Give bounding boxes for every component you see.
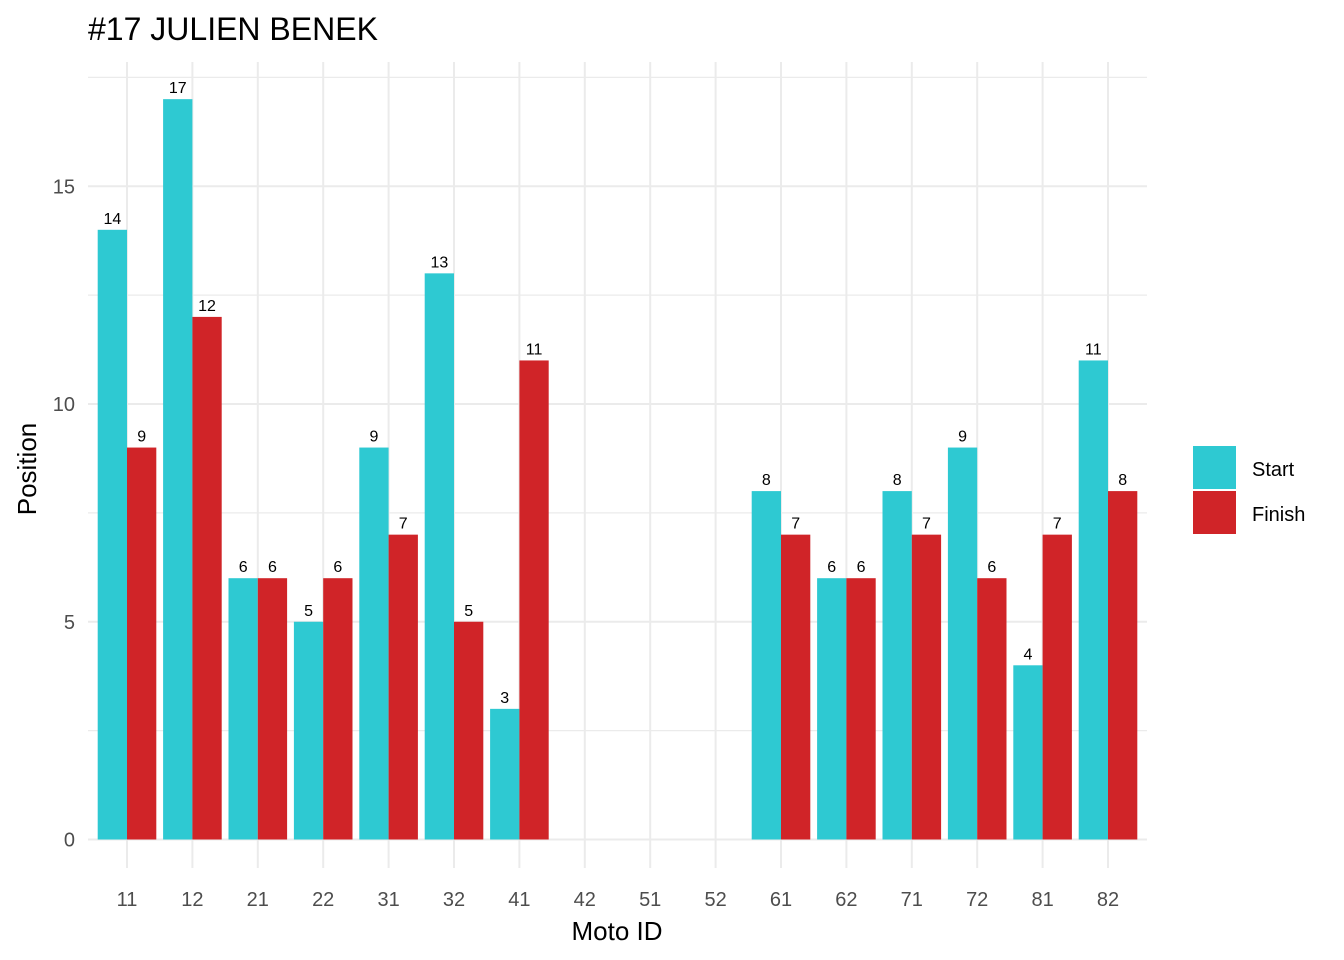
bar-start-moto-61 <box>751 491 781 840</box>
bar-finish-moto-71 <box>911 534 942 840</box>
legend-label-start: Start <box>1252 459 1295 481</box>
bar-finish-moto-22 <box>323 578 353 840</box>
data-label-start-moto-72: 9 <box>958 429 967 446</box>
data-label-start-moto-41: 3 <box>500 690 509 707</box>
data-label-finish-moto-61: 7 <box>791 516 800 533</box>
data-label-finish-moto-32: 5 <box>464 603 473 620</box>
bar-finish-moto-41 <box>519 360 549 840</box>
legend-key-finish <box>1193 491 1236 534</box>
x-tick-label: 11 <box>117 889 138 911</box>
bar-finish-moto-12 <box>192 316 222 840</box>
axis-layer: 0 5 10 15 11 12 21 22 31 32 41 42 51 52 61 62 71 72 81 82 <box>53 176 1119 911</box>
data-label-finish-moto-31: 7 <box>399 516 408 533</box>
bar-start-moto-11 <box>97 229 127 840</box>
bar-finish-moto-72 <box>977 578 1007 840</box>
data-label-start-moto-82: 11 <box>1085 341 1102 358</box>
data-label-finish-moto-22: 6 <box>333 559 342 576</box>
data-label-layer: 14 17 6 5 9 13 3 8 6 8 9 4 11 9 12 6 6 7 5 11 7 6 7 6 7 8 <box>103 80 1127 707</box>
x-tick-label: 32 <box>443 889 465 911</box>
bar-finish-moto-31 <box>388 534 418 840</box>
data-label-start-moto-71: 8 <box>893 472 902 489</box>
data-label-start-moto-12: 17 <box>169 80 187 97</box>
data-label-start-moto-32: 13 <box>430 254 448 271</box>
data-label-start-moto-61: 8 <box>762 472 771 489</box>
legend: Start Finish <box>1193 446 1305 534</box>
y-tick-label: 10 <box>53 394 75 416</box>
bar-start-moto-41 <box>490 708 520 840</box>
bar-start-moto-71 <box>882 491 912 840</box>
x-tick-label: 51 <box>639 889 661 911</box>
bar-start-moto-12 <box>163 99 193 840</box>
bar-start-moto-82 <box>1078 360 1108 840</box>
data-label-finish-moto-62: 6 <box>857 559 866 576</box>
bar-finish-moto-82 <box>1108 491 1138 840</box>
data-label-finish-moto-71: 7 <box>922 516 931 533</box>
bar-start-moto-31 <box>359 447 389 840</box>
bar-finish-moto-11 <box>127 447 157 840</box>
bar-finish-moto-32 <box>454 621 484 840</box>
x-axis-title: Moto ID <box>571 916 662 946</box>
x-tick-label: 52 <box>704 889 726 911</box>
bar-finish-moto-61 <box>781 534 811 840</box>
data-label-finish-moto-41: 11 <box>526 341 543 358</box>
bar-start-moto-22 <box>293 621 324 840</box>
x-tick-label: 22 <box>312 889 334 911</box>
x-tick-label: 42 <box>574 889 596 911</box>
bar-start-moto-21 <box>228 578 258 840</box>
y-tick-label: 5 <box>64 612 75 634</box>
bar-start-moto-72 <box>947 447 978 840</box>
x-tick-label: 81 <box>1031 889 1053 911</box>
data-label-start-moto-11: 14 <box>103 211 121 228</box>
chart-title: #17 JULIEN BENEK <box>88 11 378 47</box>
legend-label-finish: Finish <box>1252 504 1305 526</box>
x-tick-label: 41 <box>508 889 530 911</box>
bar-start-moto-32 <box>424 273 454 840</box>
data-label-finish-moto-82: 8 <box>1118 472 1127 489</box>
x-tick-label: 31 <box>377 889 399 911</box>
y-tick-label: 0 <box>64 830 75 852</box>
data-label-finish-moto-81: 7 <box>1053 516 1062 533</box>
legend-key-start <box>1193 446 1236 489</box>
bar-finish-moto-81 <box>1042 534 1072 840</box>
x-tick-label: 12 <box>181 889 203 911</box>
y-tick-label: 15 <box>53 176 75 198</box>
bar-start-moto-81 <box>1013 665 1043 840</box>
x-tick-label: 82 <box>1097 889 1119 911</box>
bar-start-moto-62 <box>817 578 847 840</box>
x-tick-label: 21 <box>247 889 269 911</box>
data-label-finish-moto-11: 9 <box>137 429 146 446</box>
data-label-start-moto-21: 6 <box>239 559 248 576</box>
x-tick-label: 62 <box>835 889 857 911</box>
data-label-finish-moto-12: 12 <box>198 298 216 315</box>
data-label-start-moto-22: 5 <box>304 603 313 620</box>
y-axis-title: Position <box>12 423 42 516</box>
data-label-finish-moto-21: 6 <box>268 559 277 576</box>
x-tick-label: 71 <box>901 889 923 911</box>
bar-finish-moto-62 <box>846 578 876 840</box>
data-label-start-moto-62: 6 <box>827 559 836 576</box>
data-label-start-moto-31: 9 <box>369 429 378 446</box>
data-label-start-moto-81: 4 <box>1023 646 1032 663</box>
bar-finish-moto-21 <box>257 578 288 840</box>
x-tick-label: 72 <box>966 889 988 911</box>
data-label-finish-moto-72: 6 <box>987 559 996 576</box>
x-tick-label: 61 <box>770 889 792 911</box>
bar-layer <box>97 99 1138 840</box>
